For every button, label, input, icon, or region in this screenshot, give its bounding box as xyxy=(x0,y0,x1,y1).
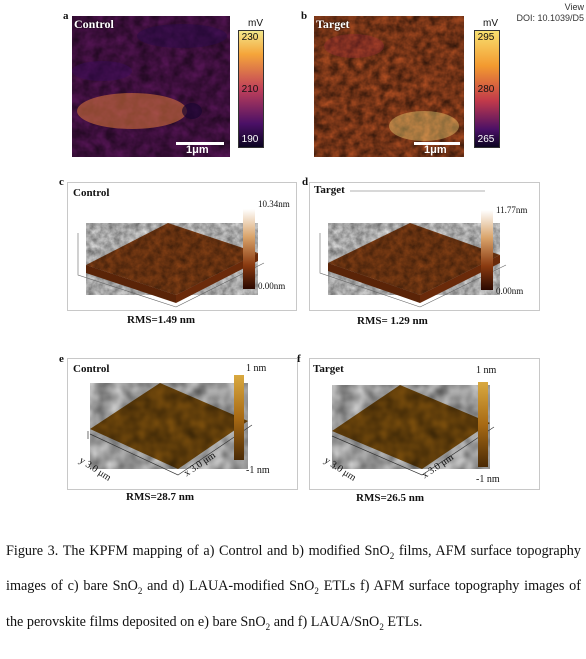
figure-caption: Figure 3. The KPFM mapping of a) Control… xyxy=(6,536,581,642)
caption-sub: 2 xyxy=(137,586,143,597)
colorbar-tick: 280 xyxy=(477,84,495,95)
rms-value: RMS=1.49 nm xyxy=(127,314,195,326)
afm-plot-control xyxy=(67,182,297,311)
plot-title-target: Target xyxy=(313,363,344,375)
colorbar-tick: 210 xyxy=(241,84,259,95)
rms-value: RMS=28.7 nm xyxy=(126,491,194,503)
panel-label-f: f xyxy=(297,353,301,365)
rms-value: RMS= 1.29 nm xyxy=(357,315,428,327)
caption-text: films, AFM surface topography images of … xyxy=(6,543,581,595)
pero-colorbar-e xyxy=(234,375,244,460)
caption-sub: 2 xyxy=(379,621,384,632)
plot-title-control: Control xyxy=(73,363,110,375)
colorbar-tick: 265 xyxy=(477,134,495,145)
colorbar-min: -1 nm xyxy=(246,465,270,476)
colorbar-min: 0.00nm xyxy=(258,281,286,291)
caption-text: and d) LAUA-modified SnO xyxy=(142,578,315,595)
colorbar-max: 1 nm xyxy=(246,363,267,374)
colorbar-min: -1 nm xyxy=(476,474,500,485)
afm-plot-target xyxy=(309,182,540,311)
kpfm-map-target xyxy=(314,16,464,157)
colorbar-max: 1 nm xyxy=(476,365,497,376)
colorbar-unit: mV xyxy=(483,18,498,29)
kpfm-map-control xyxy=(72,16,230,157)
panel-label-c: c xyxy=(59,176,64,188)
plot-title-target: Target xyxy=(314,184,345,196)
pero-plot-target xyxy=(309,358,540,490)
caption-text: ETLs. xyxy=(383,613,423,630)
caption-text: and f) LAUA/SnO xyxy=(270,613,380,630)
view-link[interactable]: View xyxy=(564,2,584,12)
pero-colorbar-f xyxy=(478,382,488,467)
map-title-control: Control xyxy=(74,17,114,31)
panel-label-d: d xyxy=(302,176,309,188)
panel-label-e: e xyxy=(59,353,64,365)
colorbar-tick: 190 xyxy=(241,134,259,145)
afm-colorbar-c xyxy=(243,209,255,289)
colorbar-max: 10.34nm xyxy=(258,199,290,209)
caption-sub: 2 xyxy=(265,621,271,632)
caption-sub: 2 xyxy=(389,550,395,561)
afm-colorbar-d xyxy=(481,210,493,290)
scale-bar xyxy=(414,142,460,145)
scale-label: 1μm xyxy=(424,144,447,156)
colorbar-a xyxy=(238,30,264,148)
map-title-target: Target xyxy=(316,17,350,31)
colorbar-tick: 230 xyxy=(241,32,259,43)
colorbar-b xyxy=(474,30,500,148)
plot-title-control: Control xyxy=(73,187,110,199)
panel-label-a: a xyxy=(63,10,69,22)
caption-text: ETLs f) AFM surface topography images of… xyxy=(6,578,581,630)
scale-bar xyxy=(176,142,224,145)
rms-value: RMS=26.5 nm xyxy=(356,492,424,504)
caption-text: Figure 3. The KPFM mapping of a) Control… xyxy=(6,543,390,559)
panel-label-b: b xyxy=(301,10,308,22)
doi-text: DOI: 10.1039/D5 xyxy=(516,13,584,23)
caption-sub: 2 xyxy=(314,586,319,597)
scale-label: 1μm xyxy=(186,144,209,156)
colorbar-unit: mV xyxy=(248,18,263,29)
colorbar-min: 0.00nm xyxy=(496,286,524,296)
colorbar-max: 11.77nm xyxy=(496,205,528,215)
pero-plot-control xyxy=(67,358,298,490)
colorbar-tick: 295 xyxy=(477,32,495,43)
